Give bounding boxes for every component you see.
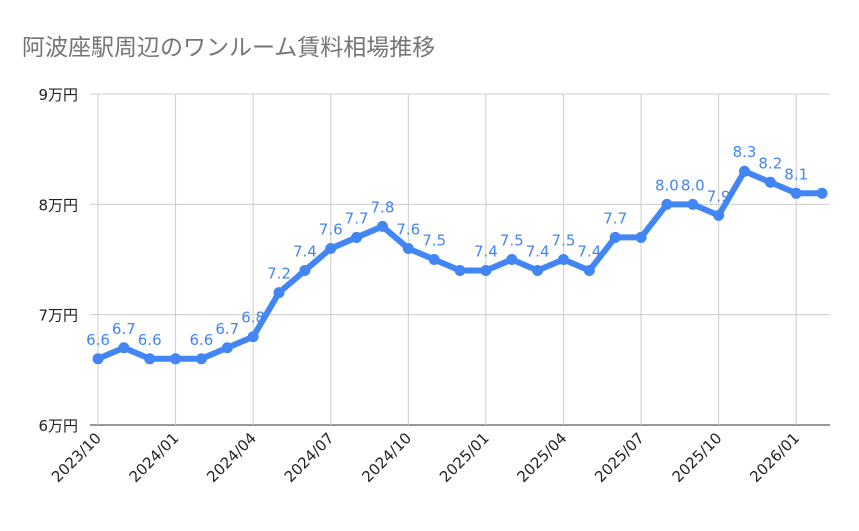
x-tick-label: 2026/01 [746,429,803,486]
data-point [739,165,750,177]
data-point [402,242,414,254]
data-point [532,265,544,277]
data-label: 6.7 [112,320,136,338]
data-point [687,198,699,210]
x-tick-label: 2024/01 [126,429,183,486]
data-point [273,287,285,299]
data-label: 7.4 [293,243,317,261]
data-label: 8.1 [784,165,808,183]
data-label: 6.8 [241,309,265,327]
x-tick-label: 2024/04 [203,429,260,486]
x-tick-label: 2025/04 [514,429,571,486]
data-point [454,265,466,277]
data-label: 7.5 [500,232,524,250]
data-point [661,198,673,210]
data-point [816,187,828,199]
data-point [351,231,363,243]
data-point [790,187,802,199]
data-point [713,209,725,221]
data-point [299,265,311,277]
data-label: 6.6 [86,331,110,349]
x-tick-label: 2025/10 [669,429,726,486]
data-label: 7.2 [267,265,291,283]
data-label: 7.5 [552,232,576,250]
x-tick-label: 2023/10 [48,429,105,486]
x-tick-label: 2025/01 [436,429,493,486]
data-label: 8.0 [655,176,679,194]
data-point [609,231,621,243]
data-label: 7.8 [371,198,395,216]
data-label: 8.2 [758,154,782,172]
data-label: 6.7 [215,320,239,338]
data-label: 7.6 [396,220,420,238]
y-tick-label: 7万円 [38,307,78,325]
data-point [376,220,388,232]
data-label: 8.0 [681,176,705,194]
data-point [247,331,259,343]
data-point [506,254,518,265]
data-point [92,353,104,365]
data-label: 6.6 [190,331,214,349]
data-point [195,353,207,365]
data-label: 7.4 [474,243,498,261]
chart-title: 阿波座駅周辺のワンルーム賃料相場推移 [22,35,436,61]
data-label: 7.7 [603,209,627,227]
y-tick-label: 6万円 [38,417,78,435]
data-point [144,353,156,365]
data-point [118,342,130,354]
data-point [764,176,776,188]
x-tick-label: 2024/10 [358,429,415,486]
y-tick-label: 9万円 [38,86,78,104]
data-point [325,242,337,254]
data-point [583,265,595,277]
data-label: 7.4 [526,243,550,261]
data-point [221,342,233,354]
data-label: 6.6 [138,331,162,349]
x-tick-label: 2025/07 [591,429,648,486]
data-label: 7.7 [345,209,369,227]
data-label: 7.9 [707,187,731,205]
data-label: 7.4 [577,243,601,261]
data-point [635,231,647,243]
data-label: 8.3 [733,143,757,161]
data-point [170,353,182,365]
data-point [480,265,492,277]
x-tick-label: 2024/07 [281,429,338,486]
data-point [428,254,440,265]
data-label: 7.6 [319,220,343,238]
data-label: 7.5 [422,232,446,250]
data-point [557,254,569,265]
y-tick-label: 8万円 [38,196,78,214]
